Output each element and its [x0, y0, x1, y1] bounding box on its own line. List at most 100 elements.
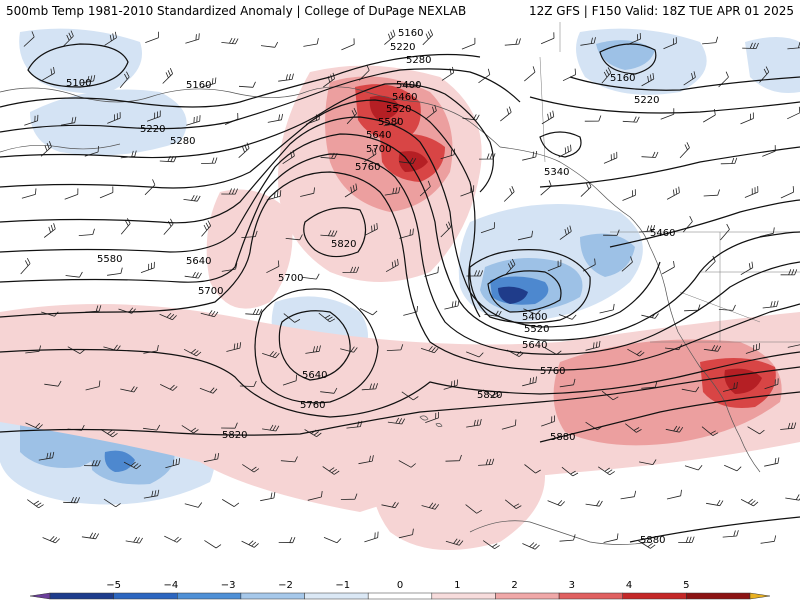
wind-barb — [120, 386, 138, 393]
wind-barb — [241, 540, 259, 548]
contour-line — [0, 366, 800, 436]
colorbar-tick-label: 5 — [683, 580, 689, 591]
wind-barb — [585, 340, 601, 351]
wind-barb — [597, 466, 615, 476]
contour-line — [0, 133, 800, 341]
warm-anomaly-region — [369, 95, 400, 120]
wind-barb — [625, 423, 642, 433]
contour-line — [27, 43, 129, 88]
contour-line — [0, 68, 521, 133]
wind-barb — [541, 415, 555, 427]
colorbar-tick-label: 4 — [626, 580, 632, 591]
model-run-info: 12Z GFS | F150 Valid: 18Z TUE APR 01 202… — [528, 4, 794, 18]
wind-barb — [684, 304, 701, 312]
coastline-west-coast — [499, 146, 761, 473]
wind-barb — [638, 540, 656, 549]
wind-barb — [678, 536, 695, 543]
wind-barb — [440, 221, 452, 238]
wind-barb — [24, 114, 39, 126]
wind-barb — [443, 379, 458, 390]
wind-barb — [384, 187, 401, 196]
coastline-kamchatka — [0, 143, 121, 153]
wind-barb — [701, 426, 719, 436]
wind-barb — [300, 187, 315, 197]
colorbar-tick-label: −4 — [164, 580, 179, 591]
wind-barb — [318, 312, 336, 323]
contour-label: 5820 — [477, 390, 502, 401]
wind-barb — [580, 37, 596, 46]
wind-barb — [78, 228, 95, 236]
colorbar-swatches — [29, 592, 771, 600]
wind-barb — [465, 504, 483, 514]
colorbar-tick-labels: −5 −4 −3 −2 −1 0 1 2 3 4 5 — [106, 580, 689, 591]
contour-label: 5700 — [366, 144, 391, 155]
contour-label: 5700 — [278, 273, 303, 284]
wind-barb — [724, 464, 742, 472]
wind-barb — [524, 464, 541, 474]
wind-barb — [381, 501, 399, 509]
wind-barb — [399, 157, 417, 164]
wind-barb — [145, 31, 159, 43]
contour-label: 5280 — [406, 55, 431, 66]
wind-barb — [403, 305, 418, 316]
wind-barb — [100, 429, 118, 438]
wind-barb — [346, 107, 357, 125]
contour-label: 5760 — [300, 400, 325, 411]
wind-barb — [478, 458, 495, 466]
wind-barb — [445, 538, 464, 546]
wind-barb — [445, 454, 462, 462]
wind-barb — [183, 195, 201, 202]
contour-line — [539, 131, 582, 158]
wind-barb — [361, 383, 378, 391]
wind-barb — [63, 30, 74, 47]
warm-anomaly-region — [398, 151, 428, 172]
wind-barb — [27, 499, 44, 509]
wind-barb — [221, 37, 239, 45]
wind-barb — [720, 157, 738, 165]
colorbar-tick-label: −5 — [106, 580, 121, 591]
wind-barb — [540, 32, 555, 45]
wind-barb — [662, 261, 675, 275]
coastline-alaska — [0, 86, 501, 148]
wind-barbs — [20, 29, 800, 550]
wind-barb — [103, 498, 121, 508]
wind-barb — [282, 374, 297, 386]
wind-barb — [601, 390, 619, 401]
wind-barb — [398, 528, 414, 539]
wind-barb — [385, 258, 399, 273]
contour-label: 5160 — [610, 73, 635, 84]
wind-barb — [425, 411, 439, 423]
wind-barb — [522, 542, 540, 550]
wind-barb — [140, 261, 155, 273]
map-svg: 5160 5220 5280 5400 5460 5520 5580 5640 … — [0, 22, 800, 577]
wind-barb — [478, 68, 491, 84]
wind-barb — [621, 256, 633, 272]
contour-line — [278, 310, 351, 381]
colorbar-swatch — [558, 592, 623, 600]
wind-barb — [504, 38, 521, 46]
wind-barb — [160, 384, 178, 391]
cool-anomaly-region — [19, 28, 142, 94]
wind-barb — [682, 216, 693, 233]
wind-barb — [67, 346, 85, 354]
wind-barb — [278, 73, 294, 82]
map-header: 500mb Temp 1981-2010 Standardized Anomal… — [0, 0, 800, 23]
contour-line — [0, 53, 481, 108]
wind-barb — [399, 228, 414, 239]
wind-barb — [482, 540, 500, 550]
wind-barb — [620, 490, 637, 500]
wind-barb — [226, 342, 242, 352]
contour-line — [599, 43, 657, 75]
warm-anomaly-region — [372, 434, 545, 550]
map-title: 500mb Temp 1981-2010 Standardized Anomal… — [6, 4, 467, 18]
wind-barb — [666, 186, 680, 200]
wind-barb — [146, 110, 161, 122]
political-borders — [539, 22, 800, 343]
contour-label: 5880 — [640, 535, 665, 546]
contour-line — [0, 99, 481, 318]
wind-barb — [760, 535, 777, 544]
wind-barb — [278, 536, 296, 544]
wind-barb — [702, 36, 719, 45]
border-lines — [539, 22, 800, 343]
contour-label: 5400 — [396, 80, 421, 91]
